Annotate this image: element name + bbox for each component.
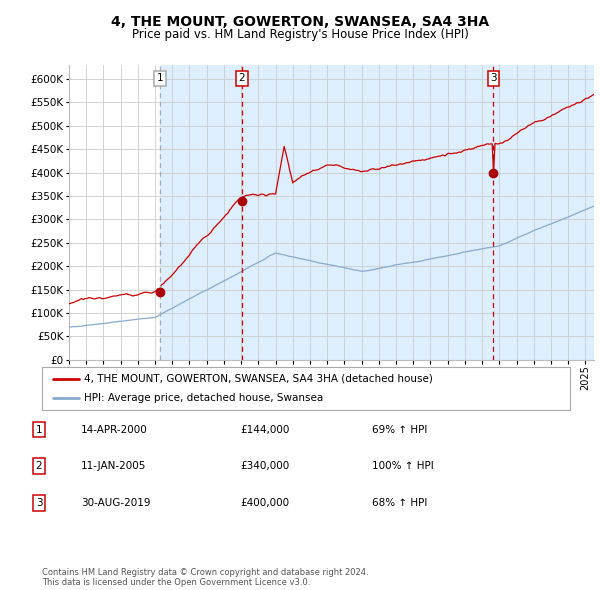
Text: £400,000: £400,000 xyxy=(240,498,289,507)
Text: Price paid vs. HM Land Registry's House Price Index (HPI): Price paid vs. HM Land Registry's House … xyxy=(131,28,469,41)
Text: 4, THE MOUNT, GOWERTON, SWANSEA, SA4 3HA (detached house): 4, THE MOUNT, GOWERTON, SWANSEA, SA4 3HA… xyxy=(84,373,433,384)
Text: 3: 3 xyxy=(35,498,43,507)
Text: Contains HM Land Registry data © Crown copyright and database right 2024.
This d: Contains HM Land Registry data © Crown c… xyxy=(42,568,368,587)
Text: 69% ↑ HPI: 69% ↑ HPI xyxy=(372,425,427,434)
Text: 2: 2 xyxy=(35,461,43,471)
Text: 11-JAN-2005: 11-JAN-2005 xyxy=(81,461,146,471)
Text: 14-APR-2000: 14-APR-2000 xyxy=(81,425,148,434)
Text: HPI: Average price, detached house, Swansea: HPI: Average price, detached house, Swan… xyxy=(84,394,323,404)
Text: 100% ↑ HPI: 100% ↑ HPI xyxy=(372,461,434,471)
Text: 3: 3 xyxy=(490,73,497,83)
Text: 68% ↑ HPI: 68% ↑ HPI xyxy=(372,498,427,507)
Bar xyxy=(160,65,594,360)
Text: 30-AUG-2019: 30-AUG-2019 xyxy=(81,498,151,507)
Text: 1: 1 xyxy=(157,73,163,83)
Text: 4, THE MOUNT, GOWERTON, SWANSEA, SA4 3HA: 4, THE MOUNT, GOWERTON, SWANSEA, SA4 3HA xyxy=(111,15,489,29)
Text: £340,000: £340,000 xyxy=(240,461,289,471)
Text: 2: 2 xyxy=(238,73,245,83)
Text: £144,000: £144,000 xyxy=(240,425,289,434)
Text: 1: 1 xyxy=(35,425,43,434)
